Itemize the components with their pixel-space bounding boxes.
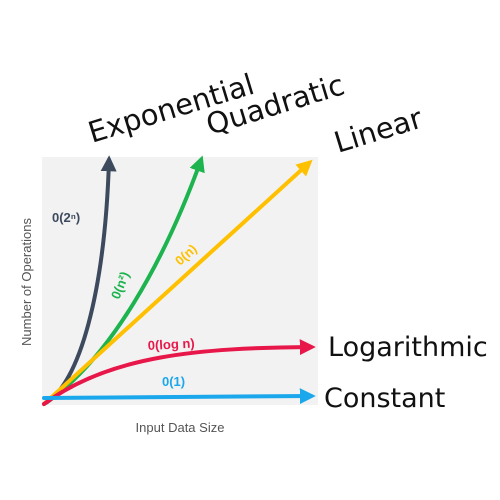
series-line-constant — [42, 388, 316, 405]
curve-label-exponential: 0(2ⁿ) — [52, 210, 80, 225]
curve-label-constant: 0(1) — [162, 374, 185, 389]
series-name-logarithmic: Logarithmic — [328, 332, 488, 363]
curve-label-logarithmic: 0(log n) — [147, 336, 195, 353]
y-axis-label: Number of Operations — [19, 218, 34, 346]
x-axis-label: Input Data Size — [136, 420, 225, 435]
series-line-quadratic — [42, 155, 205, 406]
series-line-linear — [42, 159, 313, 406]
series-line-logarithmic — [42, 339, 316, 406]
series-name-constant: Constant — [324, 383, 445, 414]
series-name-linear: Linear — [330, 101, 426, 160]
